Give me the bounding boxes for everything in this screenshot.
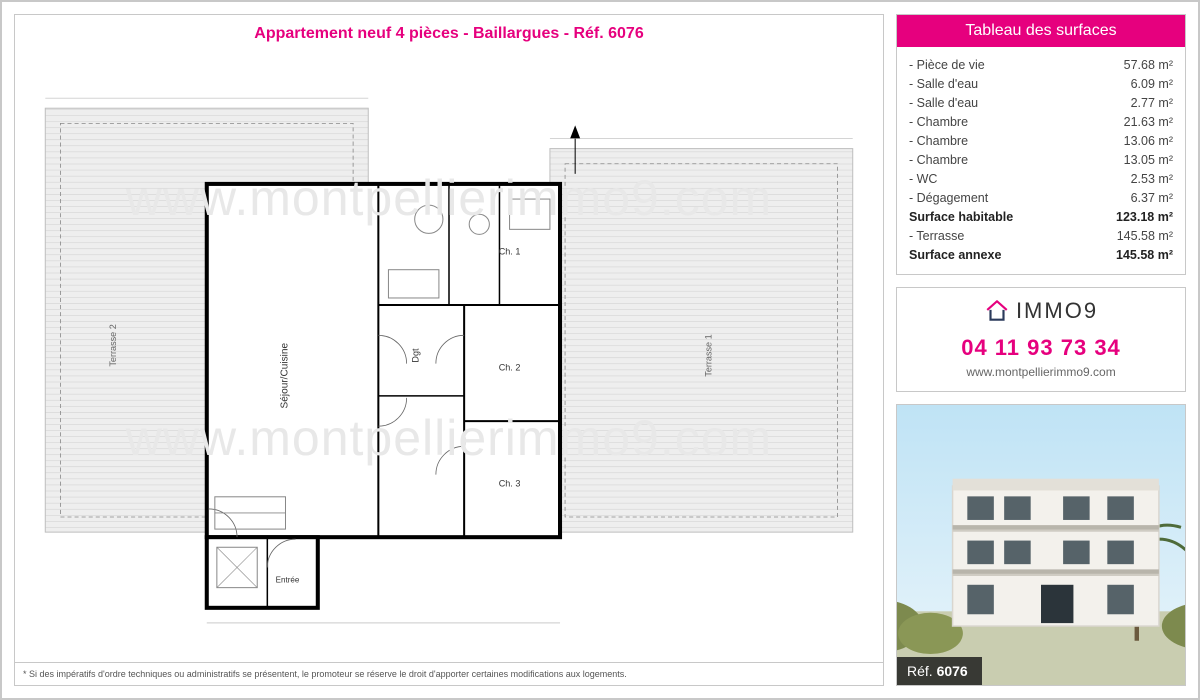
label-entree: Entrée	[276, 576, 300, 585]
surface-label: - Chambre	[909, 115, 968, 129]
surface-row: - Terrasse 145.58 m²	[909, 226, 1173, 245]
disclaimer-text: * Si des impératifs d'ordre techniques o…	[15, 662, 883, 685]
label-terrasse1: Terrasse 1	[703, 334, 713, 376]
surface-label: - Terrasse	[909, 229, 964, 243]
surface-subtotal-habitable: Surface habitable 123.18 m²	[909, 207, 1173, 226]
contact-phone[interactable]: 04 11 93 73 34	[903, 335, 1179, 361]
surface-label: - Dégagement	[909, 191, 988, 205]
contact-website[interactable]: www.montpellierimmo9.com	[903, 365, 1179, 379]
surface-label: - Chambre	[909, 134, 968, 148]
surface-value: 2.77 m²	[1131, 96, 1173, 110]
surfaces-panel: Tableau des surfaces - Pièce de vie 57.68…	[896, 14, 1186, 275]
brand-logo: IMMO9	[984, 298, 1098, 324]
surface-value: 13.05 m²	[1124, 153, 1173, 167]
surface-value: 21.63 m²	[1124, 115, 1173, 129]
surface-row: - Salle d'eau 6.09 m²	[909, 74, 1173, 93]
surface-label: - WC	[909, 172, 937, 186]
surface-value: 6.37 m²	[1131, 191, 1173, 205]
floorplan-canvas: www.montpellierimmo9.com www.montpellier…	[15, 49, 883, 662]
surfaces-header: Tableau des surfaces	[897, 15, 1185, 47]
surface-value: 145.58 m²	[1117, 229, 1173, 243]
surface-value: 6.09 m²	[1131, 77, 1173, 91]
ref-label: Réf.	[907, 663, 933, 679]
label-terrasse2: Terrasse 2	[108, 324, 118, 366]
main-area: Appartement neuf 4 pièces - Baillargues …	[2, 2, 1198, 698]
building-thumbnail	[897, 405, 1185, 685]
surface-value: 145.58 m²	[1116, 248, 1173, 262]
label-dgt: Dgt	[411, 348, 421, 363]
label-ch2: Ch. 2	[499, 363, 521, 373]
floorplan-panel: Appartement neuf 4 pièces - Baillargues …	[14, 14, 884, 686]
surface-row: - WC 2.53 m²	[909, 169, 1173, 188]
ref-badge: Réf. 6076	[897, 657, 982, 685]
surface-row: - Chambre 13.06 m²	[909, 131, 1173, 150]
brand-name: IMMO9	[1016, 298, 1098, 324]
surface-label: - Chambre	[909, 153, 968, 167]
surface-label: - Pièce de vie	[909, 58, 985, 72]
surface-label: - Salle d'eau	[909, 77, 978, 91]
label-sejour: Séjour/Cuisine	[280, 343, 291, 409]
surface-label: - Salle d'eau	[909, 96, 978, 110]
surface-row: - Pièce de vie 57.68 m²	[909, 55, 1173, 74]
listing-title: Appartement neuf 4 pièces - Baillargues …	[15, 15, 883, 49]
label-ch3: Ch. 3	[499, 479, 521, 489]
surface-row: - Chambre 21.63 m²	[909, 112, 1173, 131]
surface-row: - Chambre 13.05 m²	[909, 150, 1173, 169]
surface-label: Surface habitable	[909, 210, 1013, 224]
thumbnail-panel: Réf. 6076	[896, 404, 1186, 686]
house-icon	[984, 298, 1010, 324]
ref-number: 6076	[937, 663, 968, 679]
surface-value: 57.68 m²	[1124, 58, 1173, 72]
page-root: Appartement neuf 4 pièces - Baillargues …	[0, 0, 1200, 700]
surface-value: 13.06 m²	[1124, 134, 1173, 148]
surface-row: - Salle d'eau 2.77 m²	[909, 93, 1173, 112]
surfaces-list: - Pièce de vie 57.68 m² - Salle d'eau 6.09…	[897, 47, 1185, 274]
surface-label: Surface annexe	[909, 248, 1001, 262]
surface-subtotal-annexe: Surface annexe 145.58 m²	[909, 245, 1173, 264]
label-ch1: Ch. 1	[499, 247, 521, 257]
surface-value: 2.53 m²	[1131, 172, 1173, 186]
surface-row: - Dégagement 6.37 m²	[909, 188, 1173, 207]
contact-panel: IMMO9 04 11 93 73 34 www.montpellierimmo…	[896, 287, 1186, 392]
floorplan-svg: Séjour/Cuisine Dgt Ch. 1 Ch. 2 Ch. 3 Ent…	[15, 49, 883, 662]
surface-value: 123.18 m²	[1116, 210, 1173, 224]
right-column: Tableau des surfaces - Pièce de vie 57.68…	[896, 14, 1186, 686]
